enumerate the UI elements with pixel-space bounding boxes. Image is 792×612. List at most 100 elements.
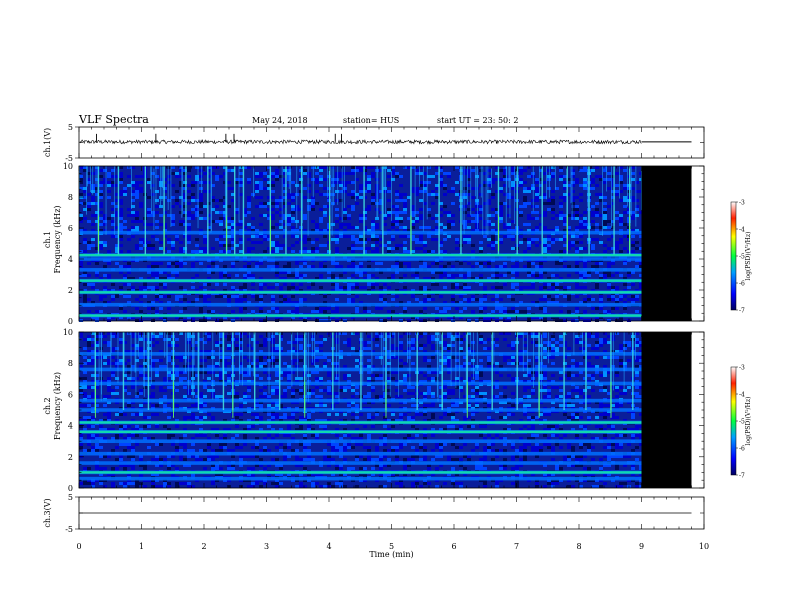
spectrogram-cell <box>575 341 579 344</box>
spectrogram-cell <box>155 226 159 229</box>
spectrogram-cell <box>531 271 535 274</box>
y-tick-label: 6 <box>68 224 73 233</box>
spectrogram-cell <box>443 211 447 214</box>
spectrogram-cell <box>275 359 279 362</box>
spectrogram-cell <box>355 332 359 335</box>
spectrogram-cell <box>495 178 499 181</box>
spectrogram-cell <box>423 392 427 395</box>
spectrogram-cell <box>635 265 639 268</box>
sferic-line <box>588 166 590 255</box>
spectrogram-cell <box>155 220 159 223</box>
spectrogram-cell <box>367 359 371 362</box>
spectrogram-cell <box>323 229 327 232</box>
spectrogram-cell <box>591 220 595 223</box>
spectrogram-cell <box>383 365 387 368</box>
spectrogram-cell <box>119 166 123 169</box>
spectrogram-cell <box>611 404 615 407</box>
spectrogram-cell <box>407 335 411 338</box>
spectrogram-cell <box>367 392 371 395</box>
spectrogram-cell <box>467 202 471 205</box>
spectrogram-cell <box>467 377 471 380</box>
spectrogram-cell <box>303 316 307 319</box>
spectrogram-cell <box>563 235 567 238</box>
spectrogram-cell <box>575 265 579 268</box>
spectrogram-cell <box>135 359 139 362</box>
spectrogram-cell <box>167 338 171 341</box>
spectrogram-cell <box>131 235 135 238</box>
spectrogram-cell <box>615 190 619 193</box>
spectrogram-cell <box>103 169 107 172</box>
spectrogram-cell <box>111 371 115 374</box>
spectrogram-cell <box>543 335 547 338</box>
spectrogram-cell <box>559 389 563 392</box>
spectrogram-cell <box>635 371 639 374</box>
spectrogram-cell <box>511 235 515 238</box>
spectrogram-cell <box>639 274 643 277</box>
spectrogram-cell <box>335 247 339 250</box>
spectrogram-cell <box>91 286 95 289</box>
spectrogram-cell <box>335 241 339 244</box>
spectrogram-cell <box>423 374 427 377</box>
spectrogram-cell <box>531 274 535 277</box>
spectrogram-cell <box>527 274 531 277</box>
spectrogram-cell <box>263 205 267 208</box>
spectrogram-cell <box>79 220 83 223</box>
spectrogram-cell <box>295 289 299 292</box>
spectrogram-cell <box>563 356 567 359</box>
spectrogram-cell <box>623 262 627 265</box>
spectrogram-cell <box>239 404 243 407</box>
spectrogram-cell <box>355 265 359 268</box>
spectrogram-cell <box>387 371 391 374</box>
spectrogram-cell <box>551 298 555 301</box>
spectrogram-cell <box>559 238 563 241</box>
spectrogram-cell <box>207 220 211 223</box>
spectrogram-cell <box>543 238 547 241</box>
spectrogram-cell <box>523 350 527 353</box>
spectrogram-cell <box>407 217 411 220</box>
spectrogram-cell <box>171 241 175 244</box>
spectrogram-cell <box>615 395 619 398</box>
spectrogram-cell <box>103 229 107 232</box>
spectrogram-cell <box>487 262 491 265</box>
spectrogram-cell <box>139 175 143 178</box>
spectrogram-cell <box>599 344 603 347</box>
spectrogram-cell <box>291 244 295 247</box>
spectrogram-cell <box>391 332 395 335</box>
spectrogram-cell <box>171 205 175 208</box>
spectrogram-cell <box>115 211 119 214</box>
spectrogram-cell <box>411 316 415 319</box>
spectrogram-cell <box>431 238 435 241</box>
spectrogram-cell <box>259 289 263 292</box>
spectrogram-cell <box>103 295 107 298</box>
spectrogram-cell <box>151 193 155 196</box>
spectrogram-cell <box>135 377 139 380</box>
spectrogram-cell <box>251 277 255 280</box>
spectrogram-cell <box>131 166 135 169</box>
spectrogram-cell <box>535 190 539 193</box>
spectrogram-cell <box>451 338 455 341</box>
spectrogram-cell <box>411 190 415 193</box>
spectrogram-cell <box>415 274 419 277</box>
spectrogram-cell <box>175 356 179 359</box>
spectrogram-cell <box>407 374 411 377</box>
spectrogram-cell <box>219 175 223 178</box>
spectrogram-cell <box>191 181 195 184</box>
spectrogram-cell <box>507 271 511 274</box>
sferic-line <box>329 166 331 255</box>
spectrogram-cell <box>127 404 131 407</box>
spectrogram-cell <box>95 202 99 205</box>
spectrogram-cell <box>451 223 455 226</box>
spectrogram-cell <box>367 283 371 286</box>
spectrogram-cell <box>231 310 235 313</box>
spectrogram-cell <box>495 211 499 214</box>
spectrogram-cell <box>595 401 599 404</box>
spectrogram-cell <box>187 166 191 169</box>
spectrogram-cell <box>451 298 455 301</box>
spectrogram-cell <box>183 220 187 223</box>
spectrogram-cell <box>379 262 383 265</box>
spectrogram-cell <box>347 380 351 383</box>
spectrogram-cell <box>139 241 143 244</box>
spectrogram-cell <box>575 226 579 229</box>
spectrogram-cell <box>555 316 559 319</box>
spectrogram-cell <box>183 181 187 184</box>
